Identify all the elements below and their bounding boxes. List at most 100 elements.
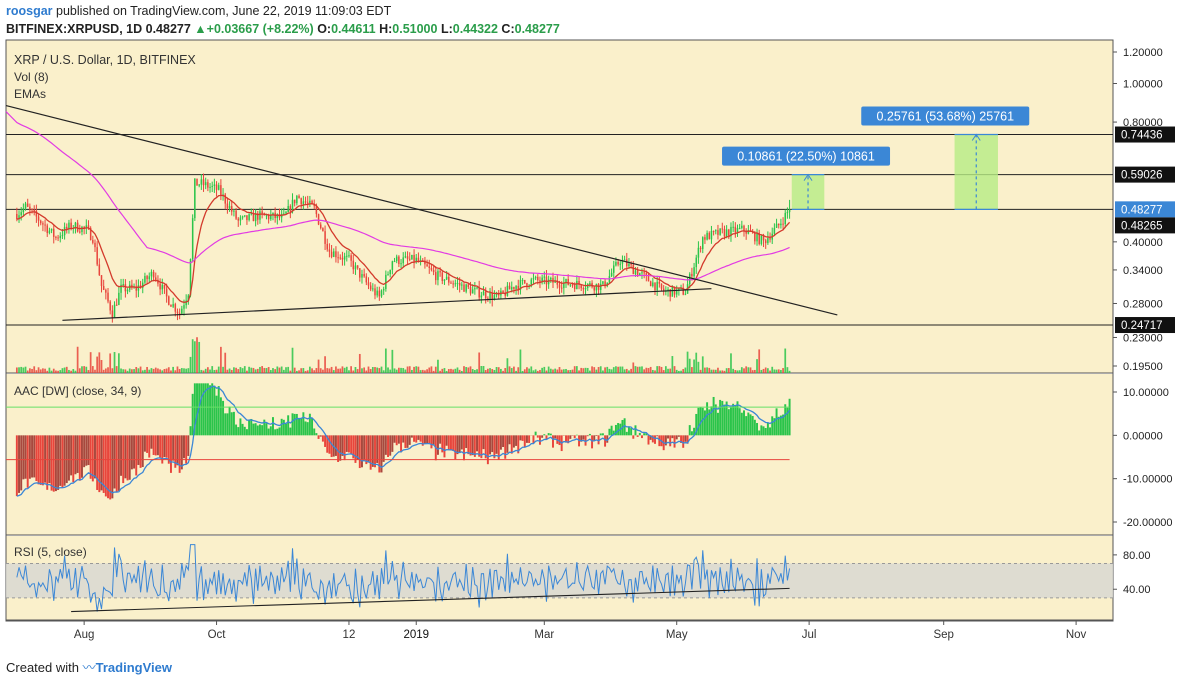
up-arrow-icon: ▲ xyxy=(194,22,207,36)
candle-body xyxy=(784,212,787,225)
aac-bar xyxy=(719,399,722,436)
candle-body xyxy=(102,286,105,290)
aac-bar xyxy=(85,435,88,466)
candle-body xyxy=(341,257,344,260)
aac-bar xyxy=(669,435,672,447)
candle-body xyxy=(578,280,580,285)
candle-body xyxy=(717,230,719,235)
candle-body xyxy=(526,283,528,287)
candle-body xyxy=(780,223,782,226)
volume-bar xyxy=(638,366,641,373)
candle-body xyxy=(257,213,259,220)
candle-body xyxy=(328,249,331,252)
aac-bar xyxy=(545,435,548,440)
volume-bar xyxy=(274,369,277,373)
aac-bar xyxy=(130,435,133,470)
aac-bar xyxy=(150,435,153,449)
volume-bar xyxy=(196,337,198,373)
candle-body xyxy=(356,265,359,269)
candle-body xyxy=(39,220,42,224)
volume-bar xyxy=(109,353,112,373)
aac-bar xyxy=(769,427,772,436)
aac-bar xyxy=(441,435,444,453)
tradingview-brand-link[interactable]: TradingView xyxy=(95,660,172,675)
aac-bar xyxy=(534,431,537,436)
aac-bar xyxy=(169,435,172,473)
volume-bar xyxy=(730,353,732,373)
candle-body xyxy=(448,276,450,283)
volume-bar xyxy=(530,366,533,373)
author-name[interactable]: roosgar xyxy=(6,4,53,18)
aac-bar xyxy=(617,423,620,436)
candle-body xyxy=(701,237,704,250)
volume-bar xyxy=(389,369,392,373)
aac-bar xyxy=(606,435,609,443)
aac-bar xyxy=(206,383,209,436)
candle-body xyxy=(191,218,194,260)
aac-bar xyxy=(658,435,661,447)
candle-body xyxy=(645,273,648,275)
candle-body xyxy=(259,211,261,220)
aac-bar xyxy=(723,404,726,436)
aac-bar xyxy=(786,407,789,436)
aac-bar xyxy=(63,435,66,486)
volume-bar xyxy=(450,368,452,373)
volume-bar xyxy=(536,370,539,373)
volume-bar xyxy=(786,367,789,373)
aac-bar xyxy=(83,435,86,468)
volume-bar xyxy=(469,366,472,373)
aac-bar xyxy=(61,435,64,488)
aac-bar xyxy=(232,411,235,436)
candle-body xyxy=(287,206,289,212)
volume-bar xyxy=(322,369,324,373)
aac-bar xyxy=(697,407,700,436)
aac-bar xyxy=(289,427,292,436)
volume-bar xyxy=(615,366,617,373)
volume-bar xyxy=(491,369,494,373)
volume-bar xyxy=(599,366,602,373)
price-tick-label: 0.80000 xyxy=(1123,117,1163,129)
candle-body xyxy=(667,289,669,291)
volume-bar xyxy=(52,368,55,373)
aac-bar xyxy=(773,418,776,436)
aac-bar xyxy=(677,435,680,437)
volume-bar xyxy=(157,368,159,373)
aac-bar xyxy=(604,435,607,447)
aac-bar xyxy=(148,435,151,458)
volume-bar xyxy=(682,369,685,373)
aac-bar xyxy=(432,435,435,446)
candle-body xyxy=(610,272,613,277)
candle-body xyxy=(285,211,287,214)
aac-bar xyxy=(282,419,285,436)
candle-body xyxy=(487,298,489,300)
candle-body xyxy=(306,202,309,204)
time-tick-label: 2019 xyxy=(403,629,429,641)
candle-body xyxy=(24,203,27,209)
volume-bar xyxy=(788,370,791,373)
aac-bar xyxy=(408,435,411,445)
candle-body xyxy=(786,212,789,214)
aac-bar xyxy=(536,435,539,438)
candle-body xyxy=(359,268,361,278)
candle-body xyxy=(730,226,732,237)
aac-bar xyxy=(625,431,628,436)
measure-1-arrowhead xyxy=(803,173,813,181)
volume-bar xyxy=(532,370,535,373)
aac-bar xyxy=(28,435,31,479)
volume-bar xyxy=(44,368,46,373)
aac-tick-label: 10.00000 xyxy=(1123,387,1169,399)
aac-bar xyxy=(371,435,374,467)
aac-bar xyxy=(610,425,613,436)
volume-bar xyxy=(604,367,606,373)
aac-bar xyxy=(684,435,687,442)
volume-bar xyxy=(287,366,290,373)
candle-body xyxy=(445,276,448,280)
candle-body xyxy=(476,287,478,289)
volume-bar xyxy=(311,368,313,373)
aac-bar xyxy=(228,406,231,436)
volume-bar xyxy=(697,361,700,373)
aac-bar xyxy=(178,435,181,473)
volume-bar xyxy=(324,356,326,373)
aac-bar xyxy=(597,435,600,445)
